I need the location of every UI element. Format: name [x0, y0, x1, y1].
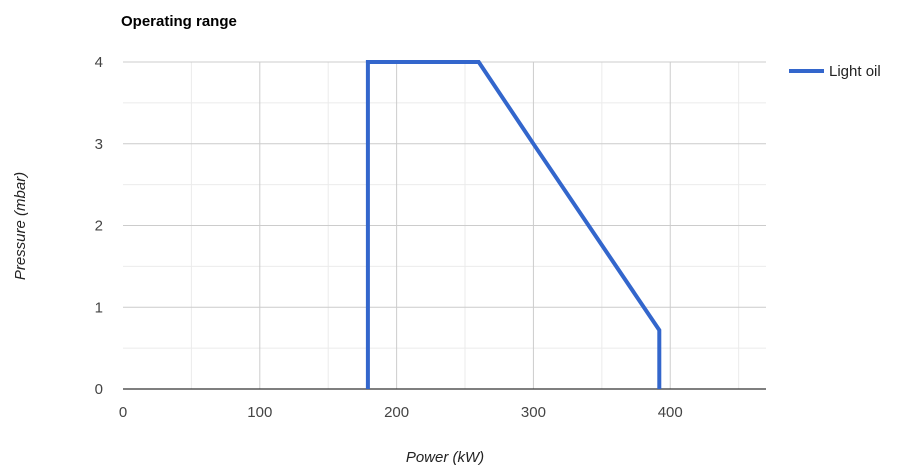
y-tick-label: 3 [95, 136, 103, 153]
x-tick-label: 0 [119, 404, 127, 421]
y-tick-labels: 0 1 2 3 4 [95, 54, 103, 398]
x-tick-label: 100 [247, 404, 272, 421]
x-tick-label: 300 [521, 404, 546, 421]
y-tick-label: 1 [95, 299, 103, 316]
legend: Light oil [789, 63, 881, 80]
y-tick-label: 0 [95, 381, 103, 398]
grid-major [123, 61, 766, 389]
series-layer [365, 60, 662, 389]
y-axis-title: Pressure (mbar) [12, 172, 29, 280]
x-tick-labels: 0 100 200 300 400 [119, 404, 683, 421]
y-tick-label: 4 [95, 54, 103, 71]
chart-title: Operating range [121, 13, 237, 30]
y-tick-label: 2 [95, 218, 103, 235]
x-tick-label: 400 [658, 404, 683, 421]
x-axis-title: Power (kW) [406, 449, 484, 466]
x-tick-label: 200 [384, 404, 409, 421]
series-line-0 [365, 60, 662, 389]
legend-label: Light oil [829, 63, 881, 80]
